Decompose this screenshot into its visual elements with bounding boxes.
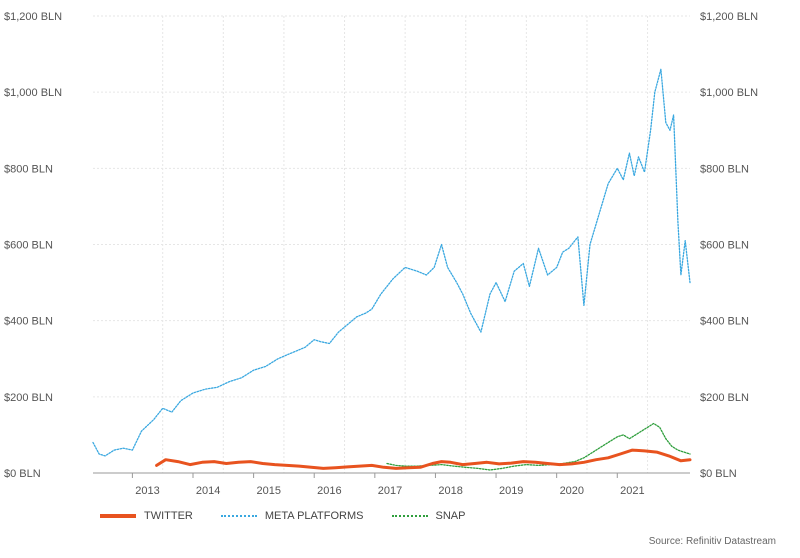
y-tick-label-left: $200 BLN — [4, 392, 53, 404]
x-tick-label: 2018 — [438, 485, 462, 497]
x-tick-label: 2017 — [378, 485, 402, 497]
legend-item-meta: META PLATFORMS — [220, 510, 364, 522]
x-axis: 2013 2014 2015 2016 2017 2018 2019 2020 2021 — [93, 472, 690, 497]
y-tick-label-right: $200 BLN — [700, 392, 749, 404]
x-tick-label: 2015 — [257, 485, 281, 497]
legend: TWITTER META PLATFORMS SNAP — [100, 510, 465, 522]
legend-item-twitter: TWITTER — [100, 510, 193, 522]
x-tick-label: 2020 — [560, 485, 584, 497]
y-tick-label-right: $800 BLN — [700, 163, 749, 175]
market-cap-chart: $0 BLN $200 BLN $400 BLN $600 BLN $800 BLN $1… — [4, 11, 758, 497]
y-axis-right: $0 BLN $200 BLN $400 BLN $600 BLN $800 BLN $1… — [700, 11, 758, 480]
y-axis-left: $0 BLN $200 BLN $400 BLN $600 BLN $800 BLN $1… — [4, 11, 62, 480]
y-tick-label-right: $400 BLN — [700, 316, 749, 328]
legend-label-meta: META PLATFORMS — [264, 510, 364, 522]
y-tick-label-right: $0 BLN — [700, 468, 737, 480]
y-tick-label-right: $600 BLN — [700, 240, 749, 252]
legend-label-twitter: TWITTER — [144, 510, 193, 522]
twitter-swatch — [100, 514, 136, 518]
x-tick-label: 2019 — [499, 485, 523, 497]
y-tick-label-left: $400 BLN — [4, 316, 53, 328]
legend-item-snap: SNAP — [391, 510, 466, 522]
x-tick-label: 2016 — [317, 485, 341, 497]
meta-swatch — [220, 515, 257, 517]
legend-label-snap: SNAP — [435, 510, 466, 522]
x-tick-label: 2014 — [196, 485, 220, 497]
y-tick-label-left: $600 BLN — [4, 240, 53, 252]
series-line-snap — [386, 422, 691, 471]
grid — [93, 15, 690, 473]
series-lines — [92, 68, 692, 471]
x-tick-label: 2021 — [620, 485, 644, 497]
y-tick-label-left: $1,000 BLN — [4, 87, 62, 99]
x-tick-label: 2013 — [135, 485, 159, 497]
series-line-meta — [92, 68, 691, 457]
y-tick-label-left: $0 BLN — [4, 468, 41, 480]
series-line-twitter — [155, 448, 692, 470]
y-tick-label-right: $1,200 BLN — [700, 11, 758, 23]
y-tick-label-right: $1,000 BLN — [700, 87, 758, 99]
source-note: Source: Refinitiv Datastream — [648, 536, 776, 547]
y-tick-label-left: $1,200 BLN — [4, 11, 62, 23]
snap-swatch — [391, 515, 428, 517]
y-tick-label-left: $800 BLN — [4, 163, 53, 175]
